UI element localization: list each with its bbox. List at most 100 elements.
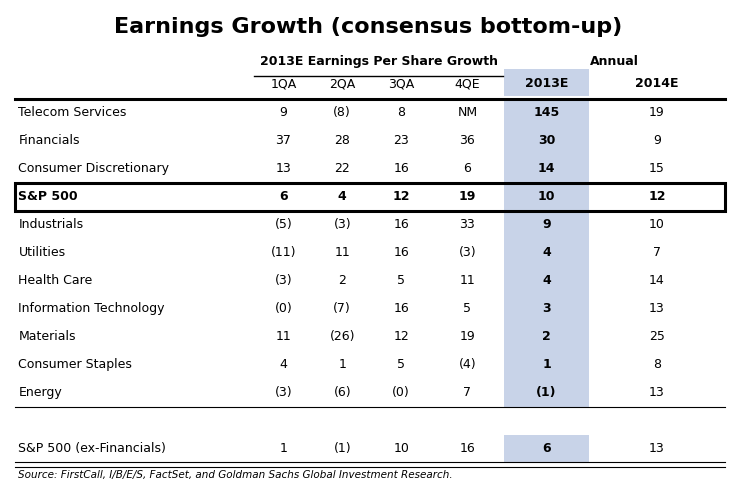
Text: (1): (1) <box>333 442 351 455</box>
Text: 2QA: 2QA <box>329 77 355 90</box>
Text: Consumer Staples: Consumer Staples <box>18 358 132 371</box>
Text: 4: 4 <box>542 274 551 287</box>
Text: 14: 14 <box>538 162 555 175</box>
Text: 10: 10 <box>649 218 665 231</box>
Text: 5: 5 <box>397 274 405 287</box>
Text: Earnings Growth (consensus bottom-up): Earnings Growth (consensus bottom-up) <box>114 17 622 37</box>
Text: 12: 12 <box>392 190 410 203</box>
Text: 13: 13 <box>275 162 291 175</box>
Text: (3): (3) <box>275 274 292 287</box>
Bar <box>504 434 589 462</box>
Text: (8): (8) <box>333 106 351 120</box>
Text: (3): (3) <box>459 246 476 259</box>
Text: Annual: Annual <box>590 55 639 68</box>
Bar <box>504 183 589 211</box>
Text: 13: 13 <box>649 386 665 399</box>
Text: 22: 22 <box>334 162 350 175</box>
Text: Financials: Financials <box>18 134 80 147</box>
Text: (3): (3) <box>333 218 351 231</box>
Text: Source: FirstCall, I/B/E/S, FactSet, and Goldman Sachs Global Investment Researc: Source: FirstCall, I/B/E/S, FactSet, and… <box>18 470 453 480</box>
Bar <box>504 211 589 239</box>
Text: Health Care: Health Care <box>18 274 93 287</box>
Text: 6: 6 <box>279 190 288 203</box>
Text: (6): (6) <box>333 386 351 399</box>
Text: 8: 8 <box>653 358 661 371</box>
Text: 4: 4 <box>542 246 551 259</box>
Text: 2: 2 <box>339 274 346 287</box>
Text: 10: 10 <box>393 442 409 455</box>
Bar <box>504 378 589 406</box>
Bar <box>504 155 589 183</box>
Text: 30: 30 <box>538 134 555 147</box>
Text: Utilities: Utilities <box>18 246 66 259</box>
Text: 5: 5 <box>464 302 471 315</box>
Text: 8: 8 <box>397 106 405 120</box>
Text: 11: 11 <box>334 246 350 259</box>
Text: NM: NM <box>457 106 478 120</box>
Text: 12: 12 <box>393 330 409 343</box>
Text: 37: 37 <box>275 134 291 147</box>
Text: 3: 3 <box>542 302 551 315</box>
Text: 33: 33 <box>459 218 475 231</box>
Text: 1QA: 1QA <box>270 77 297 90</box>
Text: 1: 1 <box>542 358 551 371</box>
Text: (11): (11) <box>271 246 296 259</box>
Text: Information Technology: Information Technology <box>18 302 165 315</box>
Text: S&P 500 (ex-Financials): S&P 500 (ex-Financials) <box>18 442 166 455</box>
Text: 4: 4 <box>280 358 287 371</box>
Text: 16: 16 <box>459 442 475 455</box>
Text: (26): (26) <box>330 330 355 343</box>
Text: 36: 36 <box>459 134 475 147</box>
Bar <box>504 267 589 295</box>
Text: 16: 16 <box>393 218 409 231</box>
Text: Industrials: Industrials <box>18 218 83 231</box>
Text: Telecom Services: Telecom Services <box>18 106 127 120</box>
Text: (3): (3) <box>275 386 292 399</box>
Bar <box>15 183 725 211</box>
Text: (1): (1) <box>537 386 556 399</box>
Text: 10: 10 <box>538 190 555 203</box>
Text: 15: 15 <box>649 162 665 175</box>
Text: (0): (0) <box>275 302 292 315</box>
Text: 7: 7 <box>653 246 661 259</box>
Text: Consumer Discretionary: Consumer Discretionary <box>18 162 169 175</box>
Text: 28: 28 <box>334 134 350 147</box>
Text: 2013E: 2013E <box>525 77 568 90</box>
Bar <box>504 295 589 323</box>
Text: 13: 13 <box>649 442 665 455</box>
Text: 16: 16 <box>393 246 409 259</box>
Text: 12: 12 <box>648 190 665 203</box>
Text: S&P 500: S&P 500 <box>18 190 78 203</box>
Text: 11: 11 <box>275 330 291 343</box>
Text: (4): (4) <box>459 358 476 371</box>
Text: (5): (5) <box>275 218 292 231</box>
Text: 5: 5 <box>397 358 405 371</box>
Text: 9: 9 <box>280 106 287 120</box>
Text: 16: 16 <box>393 302 409 315</box>
Text: 16: 16 <box>393 162 409 175</box>
Bar <box>504 99 589 127</box>
Text: 9: 9 <box>653 134 661 147</box>
Bar <box>504 323 589 351</box>
Text: 2013E Earnings Per Share Growth: 2013E Earnings Per Share Growth <box>260 55 498 68</box>
Text: 1: 1 <box>339 358 346 371</box>
Text: 4QE: 4QE <box>455 77 480 90</box>
Text: 19: 19 <box>649 106 665 120</box>
Bar <box>504 69 589 96</box>
Text: 3QA: 3QA <box>388 77 414 90</box>
Text: 6: 6 <box>542 442 551 455</box>
Text: 2014E: 2014E <box>635 77 679 90</box>
Text: 19: 19 <box>459 330 475 343</box>
Text: 2: 2 <box>542 330 551 343</box>
Text: Energy: Energy <box>18 386 62 399</box>
Text: 7: 7 <box>464 386 471 399</box>
Text: 1: 1 <box>280 442 287 455</box>
Text: 11: 11 <box>459 274 475 287</box>
Text: 25: 25 <box>649 330 665 343</box>
Bar <box>504 127 589 155</box>
Text: 14: 14 <box>649 274 665 287</box>
Text: 6: 6 <box>464 162 471 175</box>
Text: (7): (7) <box>333 302 351 315</box>
Text: Materials: Materials <box>18 330 76 343</box>
Text: 23: 23 <box>393 134 409 147</box>
